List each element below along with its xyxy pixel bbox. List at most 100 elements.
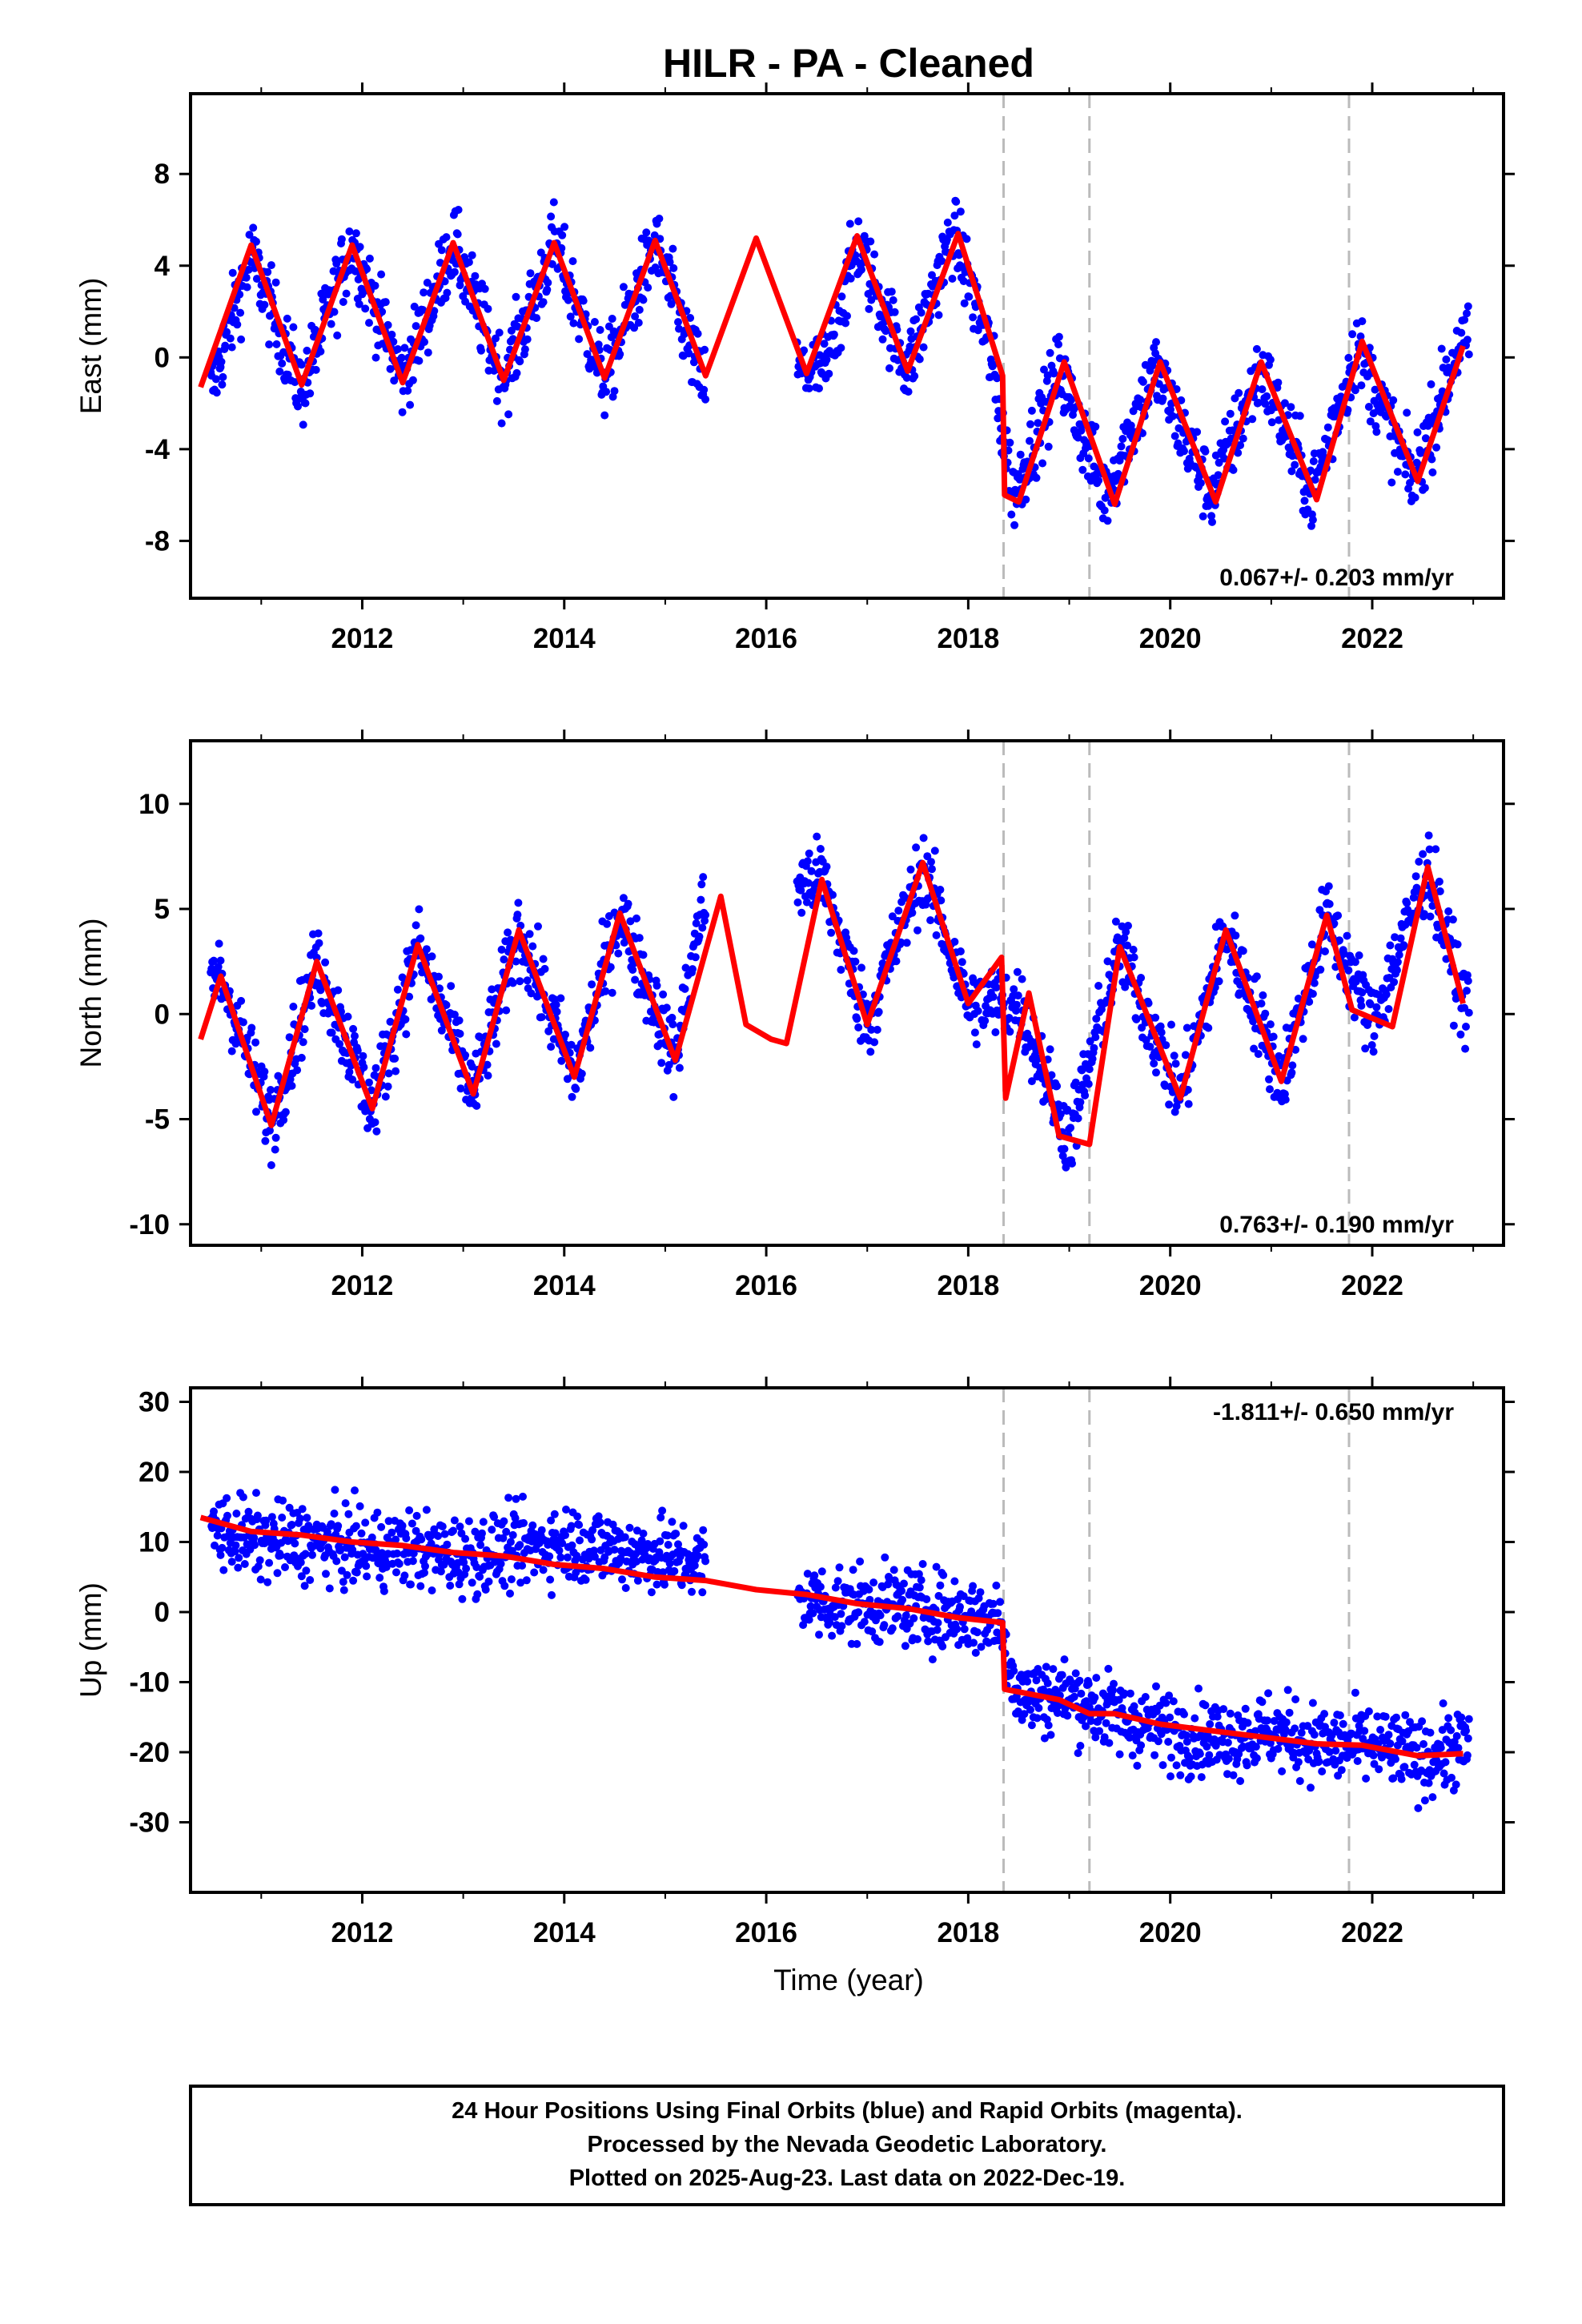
data-point [955, 251, 963, 259]
plot-area [198, 94, 1473, 598]
data-point [1254, 1050, 1263, 1059]
data-point [267, 1161, 275, 1169]
data-point [601, 987, 610, 995]
data-point [427, 1539, 436, 1548]
data-point [1102, 1719, 1110, 1727]
data-point [906, 865, 915, 874]
data-point [278, 359, 287, 368]
data-point [901, 1642, 909, 1651]
data-point [443, 288, 452, 297]
data-point [1295, 412, 1304, 420]
data-point [1094, 476, 1103, 485]
data-point [1358, 988, 1367, 997]
data-point [471, 271, 480, 280]
data-point [442, 1001, 451, 1009]
data-point [1299, 1035, 1307, 1043]
data-point [878, 335, 887, 344]
data-point [1362, 1774, 1371, 1783]
data-point [575, 1521, 584, 1530]
data-point [588, 980, 596, 989]
data-point [1137, 1741, 1146, 1750]
data-point [989, 360, 998, 369]
x-tick-label: 2016 [735, 623, 797, 654]
data-point [265, 1558, 274, 1567]
data-point [221, 341, 230, 350]
data-point [822, 862, 831, 871]
data-point [971, 1648, 980, 1657]
data-point [1162, 1041, 1170, 1050]
data-point [504, 410, 513, 419]
data-point [854, 1023, 863, 1031]
data-point [461, 1051, 470, 1059]
data-point [1456, 1030, 1465, 1039]
data-point [1308, 1699, 1317, 1707]
data-point [1208, 517, 1216, 526]
data-point [1386, 941, 1395, 950]
data-point [405, 992, 414, 1001]
data-point [652, 981, 661, 990]
data-point [1324, 882, 1333, 891]
data-point [572, 1551, 581, 1560]
data-point [1132, 1015, 1141, 1023]
data-point [299, 420, 307, 429]
data-point [1018, 1715, 1026, 1724]
data-point [610, 1546, 619, 1554]
data-point [989, 992, 998, 1001]
data-point [993, 374, 1002, 383]
data-point [876, 1611, 885, 1620]
data-point [665, 1060, 673, 1069]
x-tick-label: 2012 [331, 623, 394, 654]
data-point [377, 1522, 386, 1531]
data-point [398, 408, 407, 416]
data-point [930, 846, 939, 855]
data-point [1128, 1751, 1137, 1760]
data-point [453, 230, 462, 239]
y-axis-label: Up (mm) [74, 1582, 107, 1698]
data-point [1252, 1754, 1261, 1763]
data-point [560, 223, 569, 231]
data-point [484, 304, 492, 313]
data-point [1387, 478, 1396, 487]
data-point [333, 331, 342, 340]
data-point [1129, 945, 1138, 954]
data-point [371, 1546, 380, 1554]
data-point [950, 1577, 959, 1586]
data-point [1397, 1775, 1406, 1783]
data-point [928, 1655, 937, 1664]
data-point [573, 1512, 582, 1521]
data-point [1219, 1705, 1228, 1714]
data-point [1033, 1714, 1042, 1723]
data-point [1424, 1779, 1433, 1787]
data-point [658, 1506, 667, 1515]
footer-frame [189, 2085, 1505, 2206]
data-point [581, 1575, 590, 1584]
data-point [1263, 392, 1271, 400]
data-point [897, 1586, 906, 1595]
data-point [691, 953, 700, 962]
data-point [815, 1630, 823, 1639]
data-point [1074, 1114, 1082, 1123]
data-point [449, 1526, 457, 1535]
data-point [881, 1553, 889, 1562]
data-point [279, 1496, 287, 1505]
data-point [900, 1579, 908, 1588]
data-point [856, 1557, 865, 1566]
data-point [833, 1577, 842, 1586]
data-point [462, 1564, 471, 1573]
data-point [544, 279, 552, 287]
data-point [477, 346, 485, 355]
data-point [1026, 436, 1034, 445]
data-point [1026, 1706, 1034, 1714]
data-point [1252, 972, 1261, 981]
data-point [642, 228, 651, 237]
data-point [1172, 1102, 1181, 1111]
data-point [406, 400, 415, 409]
data-point [1463, 1751, 1472, 1759]
data-point [484, 1577, 493, 1586]
data-point [1158, 1761, 1167, 1770]
data-point [828, 1631, 837, 1640]
data-point [1081, 1091, 1090, 1100]
data-point [367, 1533, 376, 1542]
data-point [357, 1529, 366, 1538]
data-point [468, 1062, 476, 1071]
